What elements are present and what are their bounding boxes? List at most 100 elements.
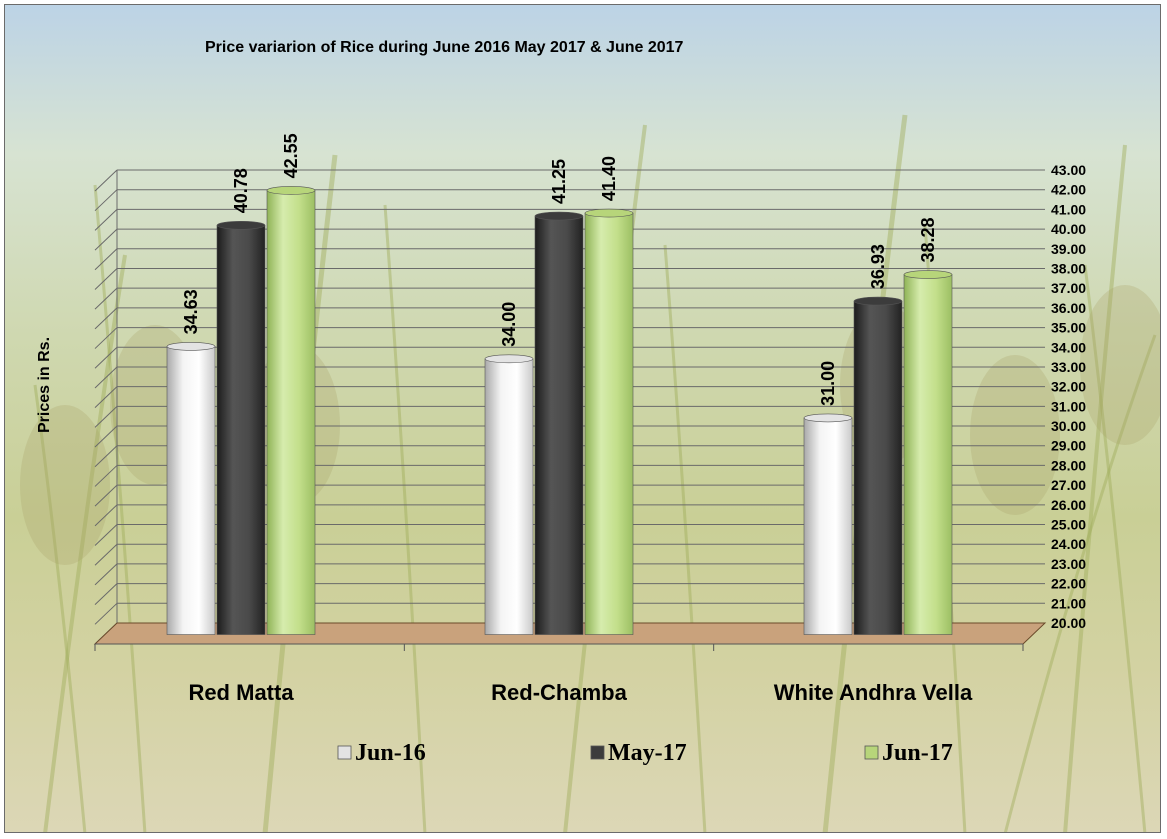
y-tick-label: 38.00: [1051, 260, 1086, 276]
y-tick-label: 42.00: [1051, 182, 1086, 198]
category-label: Red Matta: [188, 680, 294, 705]
gridline-side: [95, 525, 117, 546]
rice-price-chart: Price variarion of Rice during June 2016…: [5, 5, 1161, 833]
gridline-side: [95, 288, 117, 309]
y-tick-label: 37.00: [1051, 280, 1086, 296]
bar-top: [217, 221, 265, 229]
bar-top: [854, 297, 902, 305]
category-label: Red-Chamba: [491, 680, 627, 705]
gridline-side: [95, 387, 117, 408]
y-tick-label: 23.00: [1051, 556, 1086, 572]
legend-swatch: [591, 746, 604, 759]
bar: [485, 355, 533, 635]
y-tick-label: 29.00: [1051, 438, 1086, 454]
bar-body: [904, 275, 952, 635]
legend-item: Jun-16: [338, 740, 426, 766]
y-tick-label: 34.00: [1051, 339, 1086, 355]
data-label: 41.25: [549, 159, 569, 204]
bar-body: [485, 359, 533, 635]
gridline-side: [95, 347, 117, 368]
data-label: 40.78: [231, 168, 251, 213]
bar-body: [217, 225, 265, 634]
bar-top: [904, 271, 952, 279]
data-label: 36.93: [868, 244, 888, 289]
bar: [804, 414, 852, 635]
y-tick-label: 28.00: [1051, 457, 1086, 473]
bar-body: [854, 301, 902, 634]
bar: [167, 342, 215, 634]
y-tick-label: 41.00: [1051, 201, 1086, 217]
gridline-side: [95, 485, 117, 506]
legend-item: Jun-17: [865, 740, 953, 766]
bar-top: [267, 186, 315, 194]
gridline-side: [95, 367, 117, 388]
legend-item: May-17: [591, 740, 687, 766]
bar-top: [585, 209, 633, 217]
gridline-side: [95, 544, 117, 565]
gridline-side: [95, 406, 117, 427]
bar-top: [804, 414, 852, 422]
category-label: White Andhra Vella: [774, 680, 973, 705]
bar-top: [167, 342, 215, 350]
bar-body: [535, 216, 583, 635]
gridline-side: [95, 308, 117, 329]
y-tick-label: 31.00: [1051, 398, 1086, 414]
chart-title: Price variarion of Rice during June 2016…: [205, 39, 684, 56]
gridline-side: [95, 170, 117, 191]
bar: [217, 221, 265, 634]
y-tick-label: 21.00: [1051, 595, 1086, 611]
gridline-side: [95, 426, 117, 447]
gridline-side: [95, 229, 117, 250]
gridline-side: [95, 584, 117, 605]
gridline-side: [95, 603, 117, 624]
y-tick-label: 40.00: [1051, 221, 1086, 237]
y-tick-label: 43.00: [1051, 162, 1086, 178]
bar-body: [585, 213, 633, 634]
y-tick-label: 20.00: [1051, 615, 1086, 631]
y-tick-label: 30.00: [1051, 418, 1086, 434]
legend-label: Jun-16: [355, 740, 426, 766]
y-axis-ticks: 20.00 21.00 22.00 23.00 24.00 25.00 26.00 27.00…: [1051, 162, 1086, 631]
y-tick-label: 25.00: [1051, 517, 1086, 533]
y-tick-label: 39.00: [1051, 241, 1086, 257]
bar-body: [267, 190, 315, 634]
y-tick-label: 27.00: [1051, 477, 1086, 493]
gridline-side: [95, 268, 117, 289]
bar: [267, 186, 315, 634]
bar: [585, 209, 633, 634]
bar-body: [804, 418, 852, 635]
data-label: 34.63: [181, 289, 201, 334]
gridline-side: [95, 465, 117, 486]
gridline-side: [95, 209, 117, 230]
bar: [535, 212, 583, 635]
gridline-side: [95, 564, 117, 585]
y-tick-label: 22.00: [1051, 576, 1086, 592]
data-label: 41.40: [599, 156, 619, 201]
legend-swatch: [865, 746, 878, 759]
gridline-side: [95, 249, 117, 270]
y-axis-title: Prices in Rs.: [36, 337, 53, 433]
bars: [167, 186, 952, 634]
legend-label: Jun-17: [882, 740, 953, 766]
y-tick-label: 33.00: [1051, 359, 1086, 375]
gridline-side: [95, 446, 117, 467]
x-axis-categories: Red Matta Red-Chamba White Andhra Vella: [188, 680, 973, 705]
gridline-side: [95, 328, 117, 349]
gridline-side: [95, 190, 117, 211]
y-tick-label: 35.00: [1051, 320, 1086, 336]
bar-body: [167, 346, 215, 634]
legend-label: May-17: [608, 740, 687, 766]
data-label: 31.00: [818, 361, 838, 406]
chart-frame: Price variarion of Rice during June 2016…: [4, 4, 1161, 833]
bar-top: [535, 212, 583, 220]
data-label: 42.55: [281, 133, 301, 178]
bar: [854, 297, 902, 634]
y-tick-label: 36.00: [1051, 300, 1086, 316]
legend: Jun-16 May-17 Jun-17: [338, 740, 953, 766]
legend-swatch: [338, 746, 351, 759]
y-tick-label: 26.00: [1051, 497, 1086, 513]
data-label: 34.00: [499, 302, 519, 347]
y-tick-label: 24.00: [1051, 536, 1086, 552]
gridline-side: [95, 505, 117, 526]
bar-top: [485, 355, 533, 363]
